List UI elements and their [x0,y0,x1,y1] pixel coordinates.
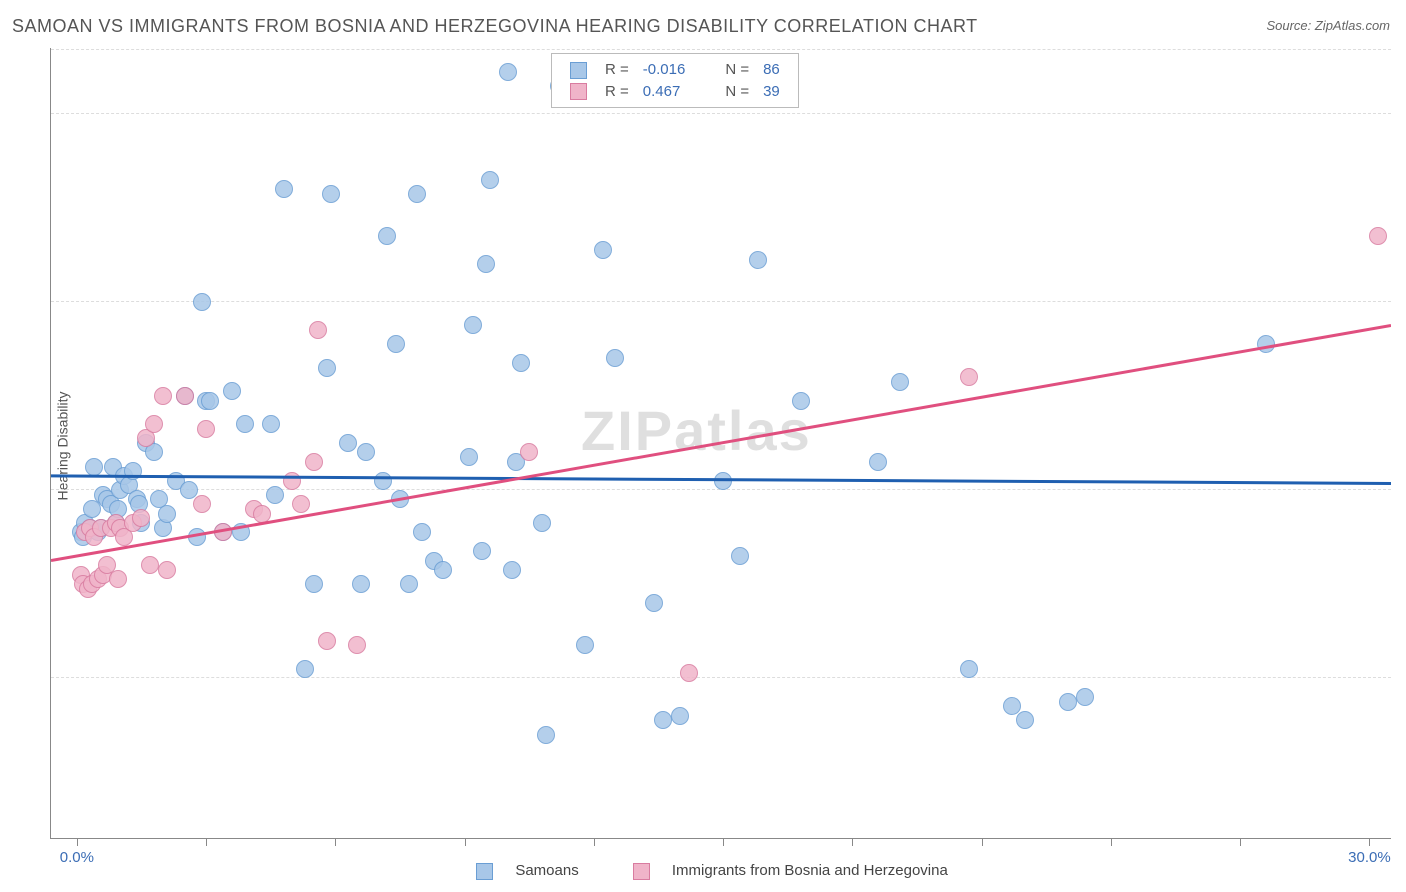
x-tick [723,838,724,846]
y-tick-label: 8.0% [1393,88,1406,105]
legend-bottom: Samoans Immigrants from Bosnia and Herze… [0,862,1406,880]
chart-title: SAMOAN VS IMMIGRANTS FROM BOSNIA AND HER… [12,16,978,37]
legend-item: Samoans [458,862,579,879]
x-tick [1240,838,1241,846]
x-tick [1111,838,1112,846]
y-tick-label: 4.0% [1393,465,1406,482]
legend-stats: R =-0.016N =86R =0.467N =39 [551,53,799,108]
x-tick [594,838,595,846]
y-tick-label: 6.0% [1393,276,1406,293]
legend-item: Immigrants from Bosnia and Herzegovina [615,862,948,879]
x-tick [852,838,853,846]
x-tick [465,838,466,846]
source-attribution: Source: ZipAtlas.com [1266,18,1390,33]
x-tick [206,838,207,846]
x-tick [982,838,983,846]
trend-lines [51,48,1391,838]
scatter-plot-area: ZIPatlas 2.0%4.0%6.0%8.0%0.0%30.0%R =-0.… [50,48,1391,839]
y-tick-label: 2.0% [1393,653,1406,670]
x-tick [1369,838,1370,846]
x-tick [77,838,78,846]
x-tick [335,838,336,846]
